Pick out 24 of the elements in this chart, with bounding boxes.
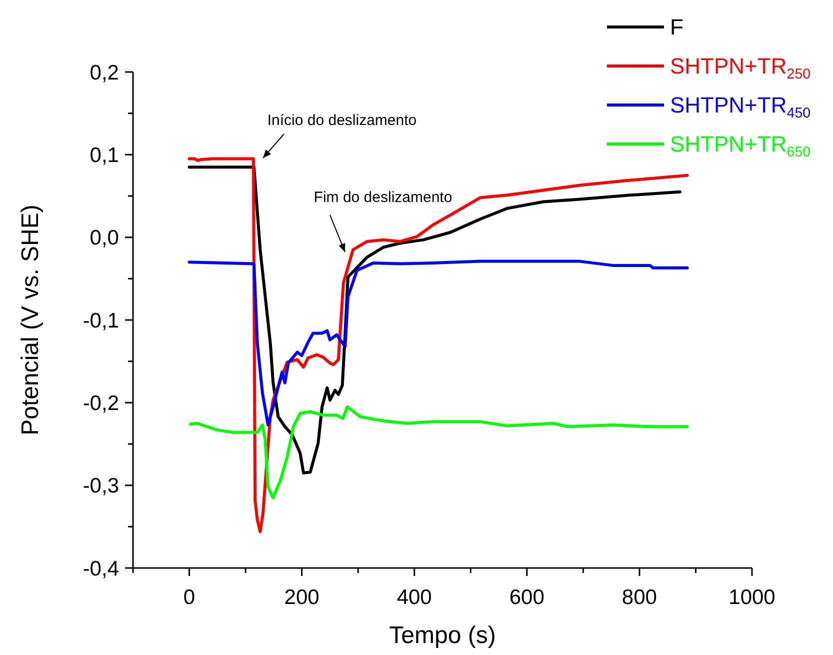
legend-label: SHTPN+TR$_{650}$: [670, 132, 811, 161]
annotation: Fim do deslizamento: [314, 189, 452, 206]
line-series: [188, 405, 689, 500]
x-axis-title: Tempo (s): [389, 622, 496, 649]
x-tick-label: 600: [509, 586, 544, 609]
y-tick-label: -0,2: [82, 392, 119, 416]
y-tick-label: 0,1: [90, 144, 119, 168]
y-axis-title: Potencial (V vs. SHE): [17, 204, 44, 436]
legend-label: SHTPN+TR$_{250}$: [670, 54, 811, 83]
x-tick-label: 800: [622, 586, 657, 609]
x-tick-label: 1000: [728, 586, 776, 609]
legend-label: SHTPN+TR$_{450}$: [670, 92, 811, 122]
y-tick-label: 0,2: [90, 61, 119, 84]
line-series: [188, 166, 682, 474]
annotation: Início do deslizamento: [267, 112, 417, 129]
y-tick-label: -0,3: [82, 474, 119, 498]
x-tick-label: 0: [183, 586, 196, 609]
y-tick-label: 0,0: [90, 226, 119, 250]
y-tick-label: -0,1: [82, 309, 119, 332]
y-tick-label: -0,4: [82, 557, 120, 580]
x-tick-label: 200: [284, 586, 320, 609]
legend-label: F: [670, 14, 684, 40]
x-tick-label: 400: [396, 586, 432, 609]
line-series: [188, 260, 689, 426]
